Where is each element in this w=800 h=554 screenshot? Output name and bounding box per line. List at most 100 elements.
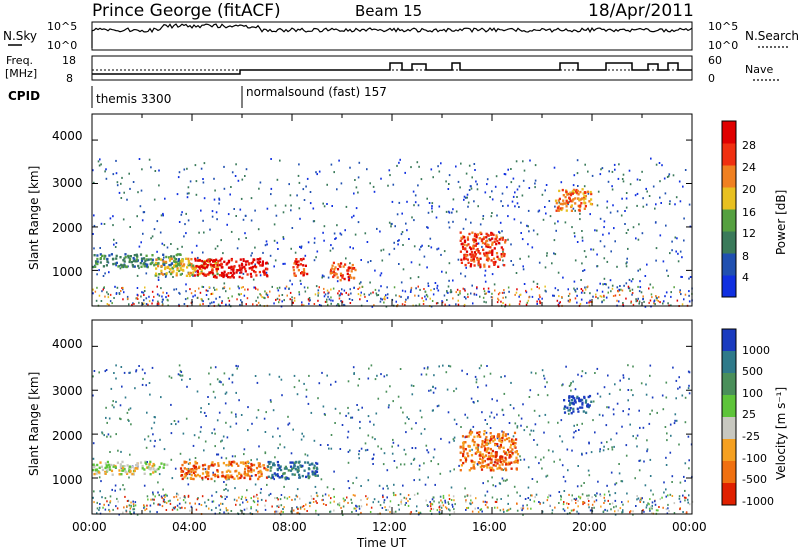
heatmap-cell [228,299,231,302]
heatmap-cell [334,273,337,276]
heatmap-cell [280,504,283,507]
heatmap-cell [129,467,132,470]
heatmap-cell [579,398,582,402]
heatmap-cell [179,507,182,510]
heatmap-cell [143,505,146,508]
heatmap-cell [296,470,299,474]
heatmap-cell [425,499,427,502]
heatmap-cell [186,167,188,170]
heatmap-cell [626,257,628,260]
heatmap-cell [523,169,526,172]
heatmap-cell [126,500,129,502]
heatmap-cell [399,368,402,370]
heatmap-cell [446,290,448,292]
heatmap-cell [555,201,558,205]
heatmap-cell [360,291,362,294]
heatmap-cell [627,399,629,402]
heatmap-cell [395,294,397,297]
heatmap-cell [142,232,144,235]
heatmap-cell [175,423,177,426]
heatmap-cell [576,485,579,488]
heatmap-cell [565,192,568,195]
heatmap-cell [407,297,409,300]
heatmap-cell [153,295,155,298]
heatmap-cell [220,495,222,498]
heatmap-cell [352,214,355,217]
heatmap-cell [596,204,599,207]
heatmap-cell [473,237,476,241]
heatmap-cell [367,377,370,380]
heatmap-cell [364,449,367,452]
heatmap-cell [522,179,525,182]
heatmap-cell [493,438,496,441]
heatmap-cell [486,466,489,469]
heatmap-cell [425,293,428,296]
heatmap-cell [447,285,450,288]
velocity-cbar-tick-neg1000: -1000 [742,495,774,508]
heatmap-cell [316,502,318,504]
heatmap-cell [485,251,488,255]
heatmap-cell [413,204,415,207]
heatmap-cell [223,274,226,277]
heatmap-cell [106,500,108,503]
heatmap-cell [505,437,509,441]
heatmap-cell [562,194,565,197]
heatmap-cell [377,500,380,503]
heatmap-cell [562,202,565,205]
heatmap-cell [655,221,657,224]
heatmap-cell [510,467,513,470]
heatmap-cell [380,373,382,376]
heatmap-cell [688,203,691,206]
heatmap-cell [519,455,521,458]
heatmap-cell [402,484,404,487]
heatmap-cell [606,484,608,487]
heatmap-cell [678,495,681,498]
heatmap-cell [215,491,218,494]
heatmap-cell [132,503,135,506]
heatmap-cell [522,160,524,163]
heatmap-cell [164,197,166,200]
heatmap-cell [482,248,485,251]
heatmap-cell [417,204,420,207]
heatmap-cell [438,501,440,504]
heatmap-cell [659,301,661,304]
heatmap-cell [183,476,186,479]
heatmap-cell [430,502,433,505]
heatmap-cell [121,176,123,179]
heatmap-cell [418,303,421,306]
heatmap-cell [323,239,325,242]
heatmap-cell [660,202,662,204]
heatmap-cell [575,188,578,192]
heatmap-cell [141,219,144,222]
heatmap-cell [249,512,252,515]
nsky-label: N.Sky [3,29,37,43]
heatmap-cell [143,468,146,471]
heatmap-cell [217,462,220,465]
heatmap-cell [576,395,579,399]
heatmap-cell [453,468,455,471]
heatmap-cell [459,451,462,454]
heatmap-cell [560,495,562,498]
heatmap-cell [435,216,438,219]
heatmap-cell [588,200,591,203]
heatmap-cell [265,267,268,271]
heatmap-cell [292,466,295,469]
heatmap-cell [231,273,234,276]
heatmap-cell [455,303,457,306]
heatmap-cell [147,435,150,438]
heatmap-cell [313,237,316,240]
heatmap-cell [151,290,154,293]
heatmap-cell [191,267,195,271]
heatmap-cell [496,498,498,501]
heatmap-cell [201,495,204,498]
colorbar-swatch [722,209,736,232]
heatmap-cell [321,371,323,374]
heatmap-cell [172,255,175,258]
heatmap-cell [340,300,342,302]
heatmap-cell [618,288,620,291]
heatmap-cell [293,297,296,300]
heatmap-cell [486,443,489,446]
heatmap-cell [112,465,115,468]
heatmap-cell [92,375,94,378]
heatmap-cell [299,464,302,467]
